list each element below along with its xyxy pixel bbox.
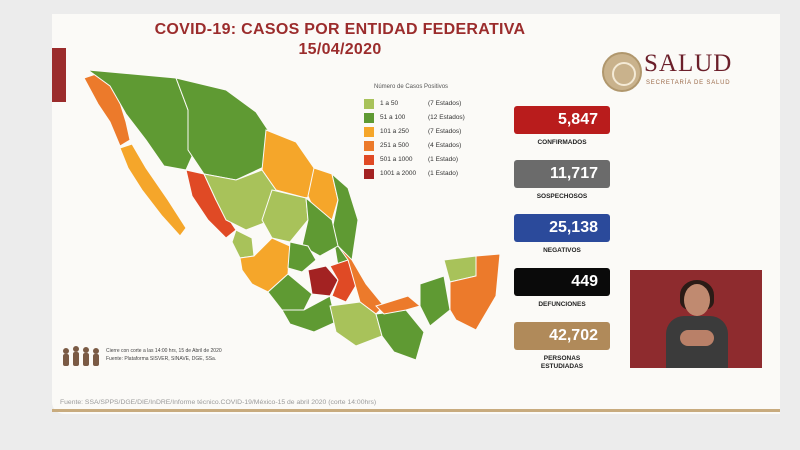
legend-range: 1 a 50 xyxy=(380,100,399,107)
sign-language-interpreter xyxy=(630,270,762,368)
state-quintana-roo xyxy=(449,253,501,331)
legend-range: 1001 a 2000 xyxy=(380,170,417,177)
state-michoacan xyxy=(267,273,313,311)
stat-value-box: 449 xyxy=(514,268,610,296)
state-campeche xyxy=(419,275,451,327)
stat-label: PERSONAS ESTUDIADAS xyxy=(540,355,584,370)
interpreter-hands xyxy=(680,330,714,346)
legend-swatch xyxy=(364,141,374,151)
crowd-icon xyxy=(63,346,99,366)
accent-bar xyxy=(52,48,66,102)
legend-item: 501 a 1000 (1 Estado) xyxy=(364,154,494,166)
title-line-1: COVID-19: CASOS POR ENTIDAD FEDERATIVA xyxy=(154,21,526,38)
legend-swatch xyxy=(364,99,374,109)
legend-item: 1001 a 2000 (1 Estado) xyxy=(364,168,494,180)
stat-value-box: 11,717 xyxy=(514,160,610,188)
legend-swatch xyxy=(364,169,374,179)
legend-count: (1 Estado) xyxy=(428,170,458,177)
state-nayarit xyxy=(231,229,255,259)
legend-range: 251 a 500 xyxy=(380,142,409,149)
state-baja-california-sur xyxy=(119,143,187,237)
legend-range: 51 a 100 xyxy=(380,114,406,121)
title-line-2: 15/04/2020 xyxy=(298,41,382,58)
legend-item: 101 a 250 (7 Estados) xyxy=(364,126,494,138)
legend-swatch xyxy=(364,155,374,165)
stat-label: NEGATIVOS xyxy=(543,247,581,254)
stat-label: CONFIRMADOS xyxy=(537,139,587,146)
legend-title: Número de Casos Positivos xyxy=(374,84,449,90)
slide-title: COVID-19: CASOS POR ENTIDAD FEDERATIVA 1… xyxy=(150,20,530,60)
legend-count: (4 Estados) xyxy=(428,142,462,149)
legend-swatch xyxy=(364,127,374,137)
legend-item: 1 a 50 (7 Estados) xyxy=(364,98,494,110)
state-chiapas xyxy=(375,309,425,361)
legend-range: 501 a 1000 xyxy=(380,156,413,163)
source-footer: Fuente: SSA/SPPS/DGE/DIE/InDRE/Informe t… xyxy=(60,399,377,406)
state-cdmx-area xyxy=(307,265,339,297)
stat-label: DEFUNCIONES xyxy=(538,301,586,308)
state-guanajuato xyxy=(287,241,317,273)
legend-count: (12 Estados) xyxy=(428,114,465,121)
data-notes: Cierre con corte a las 14:00 hrs, 15 de … xyxy=(106,347,222,363)
state-chihuahua xyxy=(175,77,273,181)
legend-range: 101 a 250 xyxy=(380,128,409,135)
salud-logo: SALUD SECRETARÍA DE SALUD xyxy=(602,50,752,96)
notes-line-1: Cierre con corte a las 14:00 hrs, 15 de … xyxy=(106,348,222,354)
legend-item: 251 a 500 (4 Estados) xyxy=(364,140,494,152)
mexico-map xyxy=(83,70,501,361)
state-tamaulipas xyxy=(331,172,359,267)
logo-text: SALUD xyxy=(644,50,733,77)
stat-label: SOSPECHOSOS xyxy=(536,193,588,200)
stat-value-box: 42,702 xyxy=(514,322,610,350)
state-zacatecas xyxy=(261,189,309,243)
legend-count: (1 Estado) xyxy=(428,156,458,163)
stat-value-box: 5,847 xyxy=(514,106,610,134)
legend-count: (7 Estados) xyxy=(428,128,462,135)
state-san-luis-potosi xyxy=(301,196,339,257)
eagle-seal-icon xyxy=(602,52,642,92)
logo-subtitle: SECRETARÍA DE SALUD xyxy=(646,80,731,86)
legend-item: 51 a 100 (12 Estados) xyxy=(364,112,494,124)
state-tabasco xyxy=(375,295,422,315)
interpreter-face xyxy=(684,284,710,316)
notes-line-2: Fuente: Plataforma SISVER, SINAVE, DGE, … xyxy=(106,356,217,362)
legend-count: (7 Estados) xyxy=(428,100,462,107)
legend-swatch xyxy=(364,113,374,123)
footer-divider xyxy=(52,409,780,412)
stat-value-box: 25,138 xyxy=(514,214,610,242)
